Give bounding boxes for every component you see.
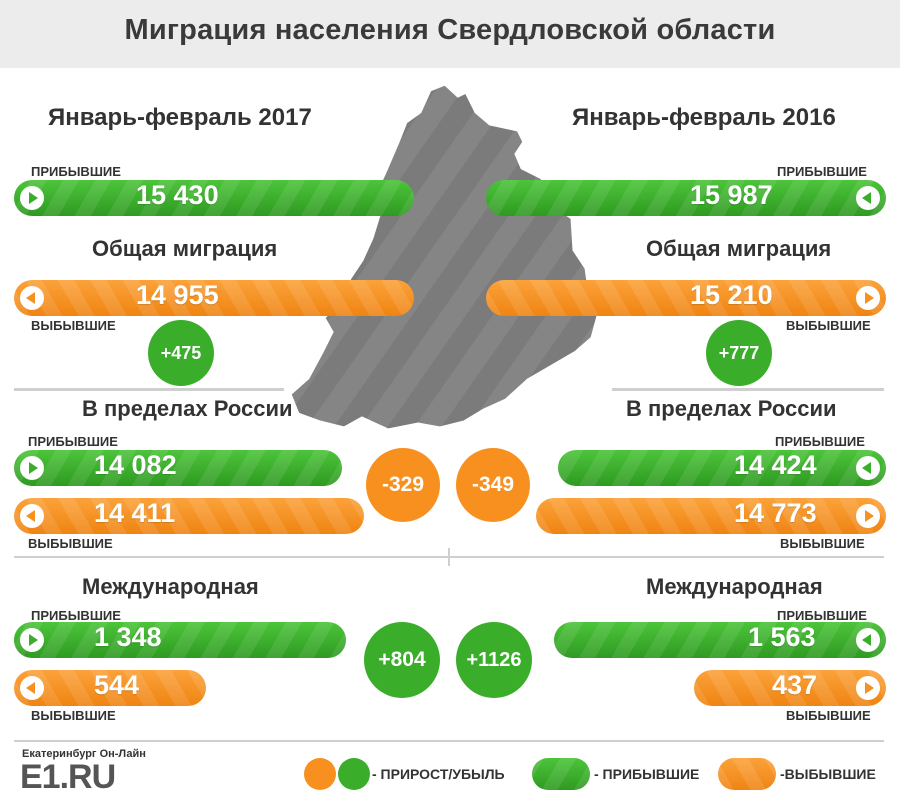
divider-bottom — [14, 740, 884, 742]
overall-right-arrived-bar — [486, 180, 886, 216]
overall-left-departed-label: ВЫБЫВШИЕ — [31, 318, 116, 333]
arrow-left-icon — [856, 456, 880, 480]
russia-right-arrived-bar — [558, 450, 886, 486]
legend-net-label: - ПРИРОСТ/УБЫЛЬ — [372, 766, 505, 782]
heading-2017: Январь-февраль 2017 — [48, 104, 312, 131]
logo-city: Екатеринбург Он-Лайн — [22, 748, 146, 760]
intl-left-departed-label: ВЫБЫВШИЕ — [31, 708, 116, 723]
intl-right-departed-label: ВЫБЫВШИЕ — [786, 708, 871, 723]
russia-right-departed-bar — [536, 498, 886, 534]
region-map — [288, 82, 600, 432]
arrow-right-icon — [20, 456, 44, 480]
overall-right-departed-label: ВЫБЫВШИЕ — [786, 318, 871, 333]
legend-departed-label: -ВЫБЫВШИЕ — [780, 766, 876, 782]
heading-2016: Январь-февраль 2016 — [572, 104, 836, 131]
russia-right-arrived-label: ПРИБЫВШИЕ — [775, 434, 865, 449]
intl-right-arrived-bar — [554, 622, 886, 658]
overall-left-departed-value: 14 955 — [136, 280, 219, 310]
arrow-right-icon — [20, 628, 44, 652]
divider-left — [14, 388, 284, 391]
russia-left-arrived-bar — [14, 450, 342, 486]
russia-right-heading: В пределах России — [626, 396, 837, 421]
overall-right-departed-bar — [486, 280, 886, 316]
legend-net-green-dot — [338, 758, 370, 790]
arrow-right-icon — [856, 286, 880, 310]
legend-arrived-swatch — [532, 758, 590, 790]
intl-left-heading: Международная — [82, 574, 259, 599]
russia-left-departed-bar — [14, 498, 364, 534]
overall-left-arrived-label: ПРИБЫВШИЕ — [31, 164, 121, 179]
arrow-right-icon — [856, 504, 880, 528]
arrow-left-icon — [20, 286, 44, 310]
overall-left-heading: Общая миграция — [92, 236, 278, 261]
legend-departed-swatch — [718, 758, 776, 790]
overall-right-net-badge: +777 — [706, 320, 772, 386]
intl-right-heading: Международная — [646, 574, 823, 599]
arrow-right-icon — [20, 186, 44, 210]
arrow-left-icon — [856, 186, 880, 210]
russia-left-departed-label: ВЫБЫВШИЕ — [28, 536, 113, 551]
russia-right-departed-value: 14 773 — [734, 498, 817, 528]
overall-right-heading: Общая миграция — [646, 236, 832, 261]
intl-right-net-badge: +1126 — [456, 622, 532, 698]
overall-left-net-badge: +475 — [148, 320, 214, 386]
russia-left-arrived-label: ПРИБЫВШИЕ — [28, 434, 118, 449]
overall-right-departed-value: 15 210 — [690, 280, 773, 310]
overall-right-arrived-value: 15 987 — [690, 180, 773, 210]
intl-right-departed-value: 437 — [772, 670, 818, 700]
intl-left-departed-value: 544 — [94, 670, 140, 700]
russia-right-net-badge: -349 — [456, 448, 530, 522]
legend-net-orange-dot — [304, 758, 336, 790]
divider-right — [612, 388, 884, 391]
intl-left-arrived-label: ПРИБЫВШИЕ — [31, 608, 121, 623]
russia-right-arrived-value: 14 424 — [734, 450, 817, 480]
arrow-left-icon — [856, 628, 880, 652]
intl-left-arrived-bar — [14, 622, 346, 658]
intl-right-arrived-label: ПРИБЫВШИЕ — [777, 608, 867, 623]
intl-left-arrived-value: 1 348 — [94, 622, 162, 652]
intl-left-departed-bar — [14, 670, 206, 706]
arrow-left-icon — [20, 504, 44, 528]
divider-tick — [448, 548, 450, 566]
page-title: Миграция населения Свердловской области — [124, 14, 776, 46]
russia-left-departed-value: 14 411 — [94, 498, 176, 528]
overall-left-arrived-value: 15 430 — [136, 180, 219, 210]
intl-right-arrived-value: 1 563 — [748, 622, 816, 652]
arrow-right-icon — [856, 676, 880, 700]
logo-brand: E1.RU — [20, 758, 116, 796]
russia-left-heading: В пределах России — [82, 396, 293, 421]
overall-left-arrived-bar — [14, 180, 414, 216]
overall-right-arrived-label: ПРИБЫВШИЕ — [777, 164, 867, 179]
russia-left-arrived-value: 14 082 — [94, 450, 177, 480]
overall-left-departed-bar — [14, 280, 414, 316]
intl-right-departed-bar — [694, 670, 886, 706]
legend-arrived-label: - ПРИБЫВШИЕ — [594, 766, 700, 782]
intl-left-net-badge: +804 — [364, 622, 440, 698]
header-band — [0, 0, 900, 68]
russia-right-departed-label: ВЫБЫВШИЕ — [780, 536, 865, 551]
russia-left-net-badge: -329 — [366, 448, 440, 522]
arrow-left-icon — [20, 676, 44, 700]
